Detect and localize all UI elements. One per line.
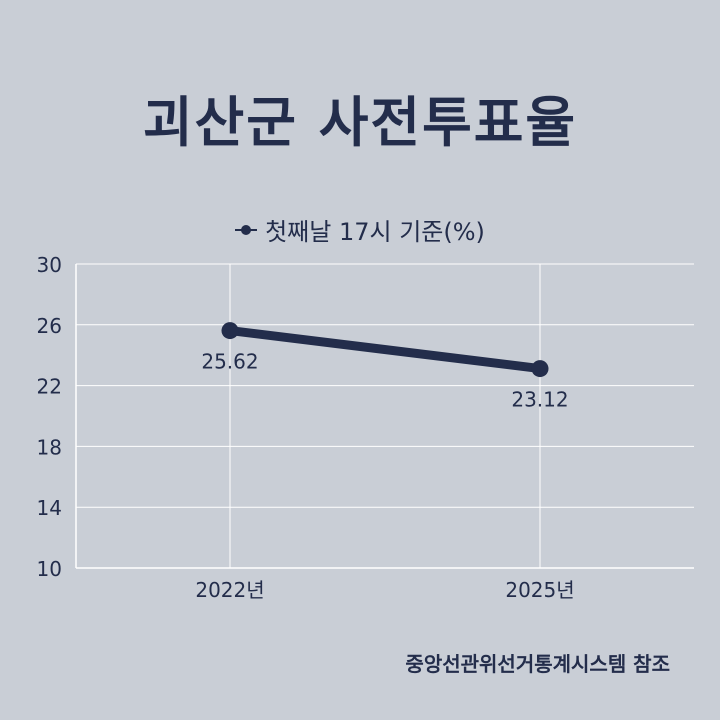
data-label: 23.12 [511, 388, 568, 412]
x-tick-label: 2022년 [195, 578, 264, 602]
legend: 첫째날 17시 기준(%) [0, 212, 720, 247]
data-label: 25.62 [201, 350, 258, 374]
legend-marker-icon [235, 223, 258, 237]
source-note: 중앙선관위선거통계시스템 참조 [405, 652, 670, 676]
y-tick-label: 10 [37, 557, 62, 581]
y-tick-label: 30 [37, 253, 62, 277]
y-tick-label: 26 [37, 314, 62, 338]
series-line [225, 326, 545, 374]
y-tick-label: 14 [37, 496, 62, 520]
data-point [531, 360, 549, 378]
x-tick-label: 2025년 [505, 578, 574, 602]
y-tick-label: 18 [37, 435, 62, 459]
legend-label: 첫째날 17시 기준(%) [265, 218, 485, 246]
chart-title: 괴산군 사전투표율 [142, 91, 578, 154]
y-tick-label: 22 [37, 375, 62, 399]
data-point [221, 322, 239, 340]
